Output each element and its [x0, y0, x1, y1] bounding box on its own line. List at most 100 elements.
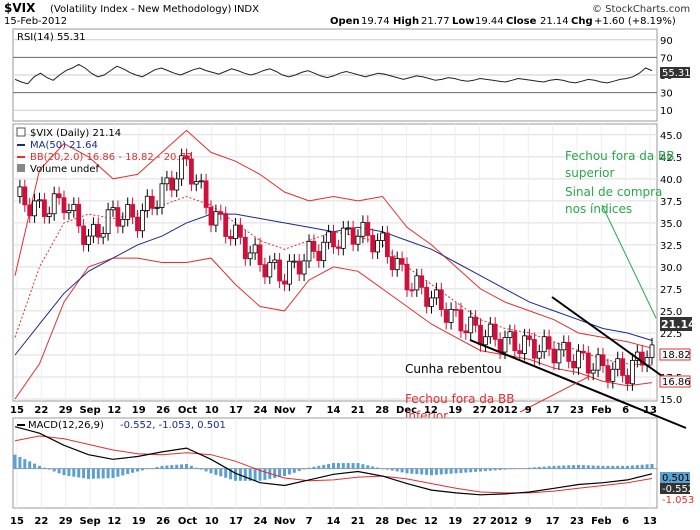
macd-histogram-bar — [425, 468, 429, 475]
macd-histogram-bar — [420, 468, 424, 475]
macd-histogram-bar — [483, 468, 487, 472]
candle-body — [355, 235, 361, 245]
macd-histogram-bar — [224, 468, 228, 478]
candle-body — [81, 225, 86, 245]
candle-body — [282, 280, 287, 285]
price-tick-label: 22.5 — [660, 329, 682, 340]
macd-histogram-bar — [336, 463, 340, 469]
candle-body — [600, 354, 606, 367]
macd-histogram-bar — [219, 468, 223, 477]
candle-body — [561, 342, 567, 351]
macd-histogram-bar — [136, 468, 139, 472]
candle-body — [409, 289, 415, 292]
macd-histogram-bar — [640, 464, 644, 469]
candle-body — [139, 210, 145, 232]
candle-body — [120, 219, 126, 227]
macd-histogram-bar — [464, 468, 468, 473]
candle-body — [223, 213, 229, 237]
macd-histogram-bar — [449, 468, 453, 474]
candle-body — [326, 231, 332, 243]
candle-body — [331, 231, 336, 248]
candle-body — [27, 204, 33, 217]
rsi-tick-label: 10 — [660, 106, 673, 117]
x-axis-label: 12 — [424, 516, 438, 527]
x-axis-label: 10 — [205, 516, 219, 527]
volume-legend-swatch — [17, 164, 25, 172]
macd-histogram-bar — [243, 468, 247, 481]
macd-histogram-bar — [273, 468, 277, 478]
macd-histogram-bar — [361, 464, 365, 469]
macd-histogram-bar — [116, 468, 120, 477]
price-tick-label: 42.5 — [660, 153, 682, 164]
candle-body — [453, 308, 459, 311]
high-label: High — [393, 16, 419, 27]
macd-histogram-bar — [454, 468, 458, 474]
candle-body — [536, 351, 542, 359]
macd-histogram-bar — [72, 468, 76, 477]
macd-histogram-bar — [444, 468, 448, 475]
macd-histogram-bar — [586, 465, 590, 469]
macd-histogram-bar — [381, 468, 384, 470]
candle-body — [301, 260, 307, 275]
ohlc-readout: Open 19.74 High 21.77 Low 19.44 Close 21… — [330, 16, 676, 27]
macd-legend-values: -0.552, -1.053, 0.501 — [120, 420, 226, 431]
candle-body — [625, 375, 630, 385]
candle-body — [193, 181, 199, 185]
bb-upper-line — [14, 129, 653, 349]
macd-histogram-bar — [278, 468, 282, 478]
candle-body — [66, 210, 72, 214]
macd-histogram-bar — [488, 468, 492, 471]
x-axis-label: 19 — [448, 405, 462, 416]
candle-body — [482, 336, 488, 346]
candle-body — [605, 365, 611, 382]
rsi-current-label: 55.31 — [662, 68, 691, 79]
candle-body — [296, 260, 302, 275]
candle-body — [492, 323, 498, 340]
macd-histogram-bar — [562, 465, 566, 469]
sell-signal-pointer — [519, 375, 591, 413]
macd-histogram-bar — [430, 468, 433, 476]
macd-histogram-bar — [581, 465, 585, 469]
x-axis-label: Feb — [591, 516, 611, 527]
candle-body — [188, 158, 194, 185]
annotation-bb-superior: Fechou fora da BB superior — [565, 149, 678, 180]
macd-histogram-bar — [390, 468, 394, 471]
candle-body — [487, 323, 493, 338]
macd-histogram-bar — [415, 468, 419, 475]
price-tick-labels: 45.0 42.5 40.0 37.5 35.0 32.5 30.0 27.5 25.0 22.5… — [660, 131, 682, 406]
x-axis-label: 2012 — [490, 516, 518, 527]
candle-body — [135, 216, 140, 232]
x-axis-label: 10 — [205, 405, 219, 416]
macd-histogram-bar — [204, 468, 208, 472]
candle-body — [360, 221, 366, 237]
candle-body — [585, 352, 591, 374]
macd-histogram-bar — [596, 465, 600, 469]
macd-legend-name: MACD(12,26,9) — [28, 420, 104, 431]
macd-histogram — [13, 454, 654, 481]
macd-histogram-bar — [616, 465, 620, 469]
macd-histogram-bar — [302, 468, 306, 470]
candle-body — [546, 336, 552, 350]
macd-histogram-bar — [356, 463, 360, 469]
macd-signal-line — [14, 435, 653, 494]
symbol-name: (Volatility Index - New Methodology) — [50, 4, 232, 15]
candle-body — [51, 193, 57, 215]
candle-body — [17, 186, 23, 197]
candle-body — [242, 236, 248, 260]
buy-signal-pointer — [601, 204, 657, 319]
macd-histogram-bar — [508, 468, 512, 470]
candle-body — [615, 358, 621, 370]
macd-histogram-bar — [209, 468, 213, 474]
macd-histogram-bar — [62, 468, 66, 476]
rsi-current-tag — [660, 67, 690, 78]
annotation-buy-signal: Sinal de compra nos índices — [565, 185, 666, 216]
chart-date: 15-Feb-2012 — [4, 16, 67, 27]
x-axis-label: 6 — [622, 516, 629, 527]
macd-histogram-bar — [351, 463, 355, 469]
bb-mid-tag — [659, 348, 691, 361]
macd-histogram-bar — [528, 467, 531, 469]
macd-histogram-bar — [557, 465, 561, 469]
macd-histogram-bar — [474, 468, 478, 472]
macd-histogram-bar — [38, 465, 41, 469]
